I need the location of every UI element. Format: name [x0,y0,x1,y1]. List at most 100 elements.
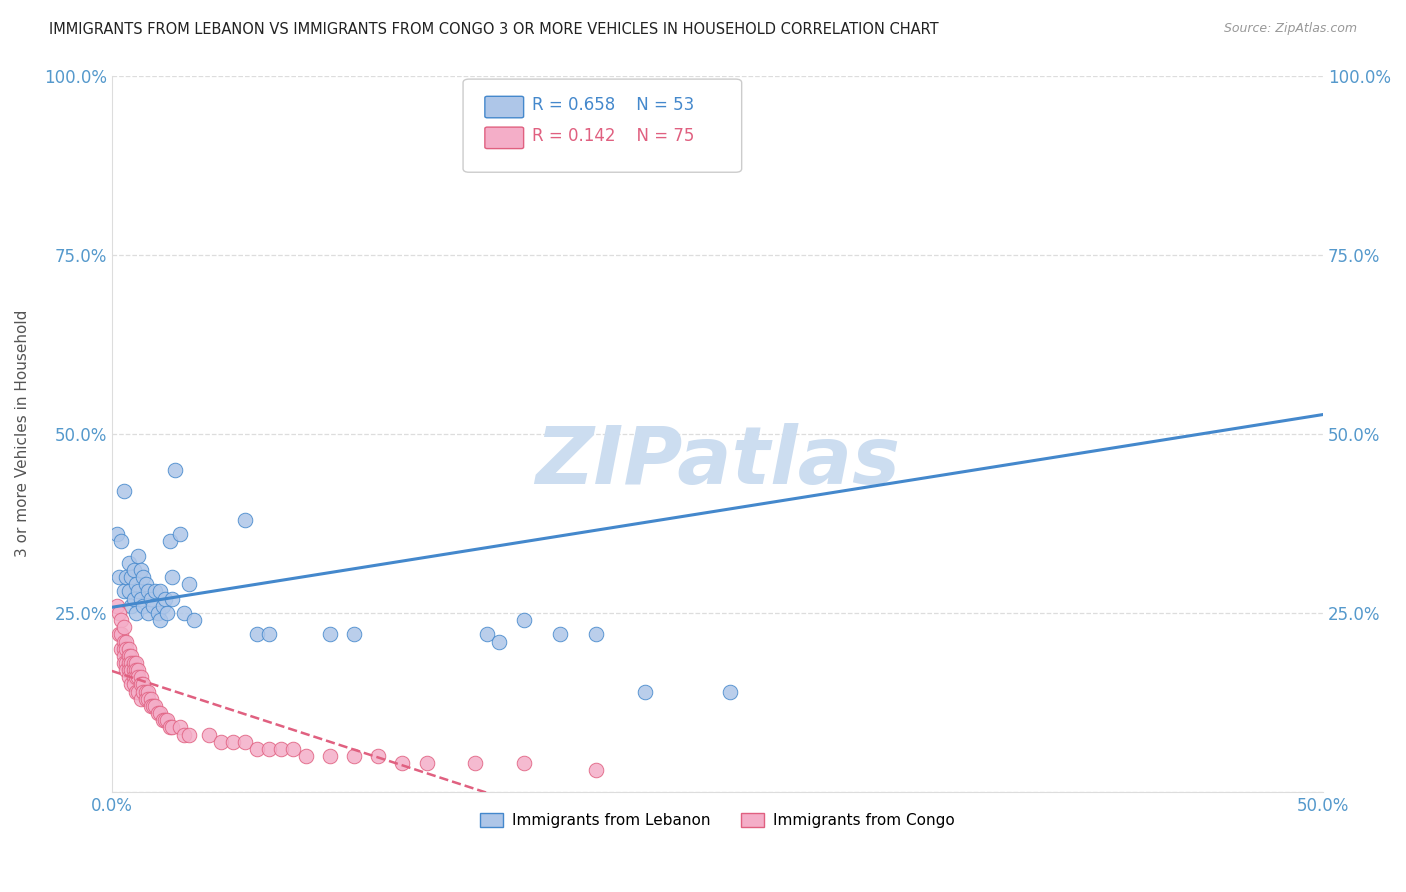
Point [118,670,141,684]
Point [146,606,169,620]
Point [139,698,162,713]
Point [127,584,149,599]
Point [143,698,166,713]
Point [246,627,269,641]
Point [115,656,138,670]
Point [139,591,162,606]
Point [118,584,141,599]
Point [548,627,571,641]
Point [149,584,172,599]
Point [110,613,132,627]
Point [162,591,184,606]
Point [283,742,305,756]
Point [115,641,138,656]
Point [132,677,155,691]
Point [112,656,135,670]
Point [108,627,131,641]
Point [122,670,145,684]
Point [135,684,157,698]
Point [139,691,162,706]
Legend: Immigrants from Lebanon, Immigrants from Congo: Immigrants from Lebanon, Immigrants from… [474,807,962,835]
Point [136,584,159,599]
Point [110,641,132,656]
Point [129,670,152,684]
Point [233,513,256,527]
Point [152,599,174,613]
Point [634,684,657,698]
Y-axis label: 3 or more Vehicles in Household: 3 or more Vehicles in Household [15,310,30,558]
Point [585,627,607,641]
Point [118,663,141,677]
Point [343,749,366,764]
Point [112,634,135,648]
Point [169,527,191,541]
Point [136,606,159,620]
Point [136,691,159,706]
Point [512,756,534,771]
Point [173,728,195,742]
Point [163,462,186,476]
Point [112,484,135,499]
Point [108,570,131,584]
Point [197,728,219,742]
Point [118,656,141,670]
Text: R = 0.142    N = 75: R = 0.142 N = 75 [531,128,695,145]
Point [159,534,181,549]
Point [127,684,149,698]
Point [120,648,142,663]
Point [108,606,131,620]
Point [270,742,292,756]
Point [125,577,148,591]
Point [143,584,166,599]
Point [156,714,179,728]
Point [112,584,135,599]
Point [153,714,176,728]
Point [488,634,510,648]
Point [125,656,148,670]
Point [120,663,142,677]
Point [149,706,172,720]
Point [222,735,245,749]
Point [122,591,145,606]
Point [162,721,184,735]
Point [112,641,135,656]
Point [159,721,181,735]
Point [120,677,142,691]
Text: Source: ZipAtlas.com: Source: ZipAtlas.com [1223,22,1357,36]
Point [512,613,534,627]
Point [120,570,142,584]
Point [246,742,269,756]
Point [122,663,145,677]
Point [146,706,169,720]
Point [125,663,148,677]
Point [132,599,155,613]
Point [132,570,155,584]
Point [129,677,152,691]
Point [152,714,174,728]
Point [110,627,132,641]
Point [118,648,141,663]
Point [585,764,607,778]
Point [136,684,159,698]
Point [120,599,142,613]
Point [135,577,157,591]
Point [112,620,135,634]
Point [129,591,152,606]
Point [129,691,152,706]
Point [115,570,138,584]
Point [233,735,256,749]
Point [169,721,191,735]
Point [129,563,152,577]
Point [120,656,142,670]
Point [127,670,149,684]
Point [209,735,232,749]
Point [115,634,138,648]
Point [343,627,366,641]
Point [125,606,148,620]
Point [105,599,128,613]
Text: IMMIGRANTS FROM LEBANON VS IMMIGRANTS FROM CONGO 3 OR MORE VEHICLES IN HOUSEHOLD: IMMIGRANTS FROM LEBANON VS IMMIGRANTS FR… [49,22,939,37]
Point [142,599,165,613]
Point [115,663,138,677]
Point [112,648,135,663]
Point [477,627,499,641]
